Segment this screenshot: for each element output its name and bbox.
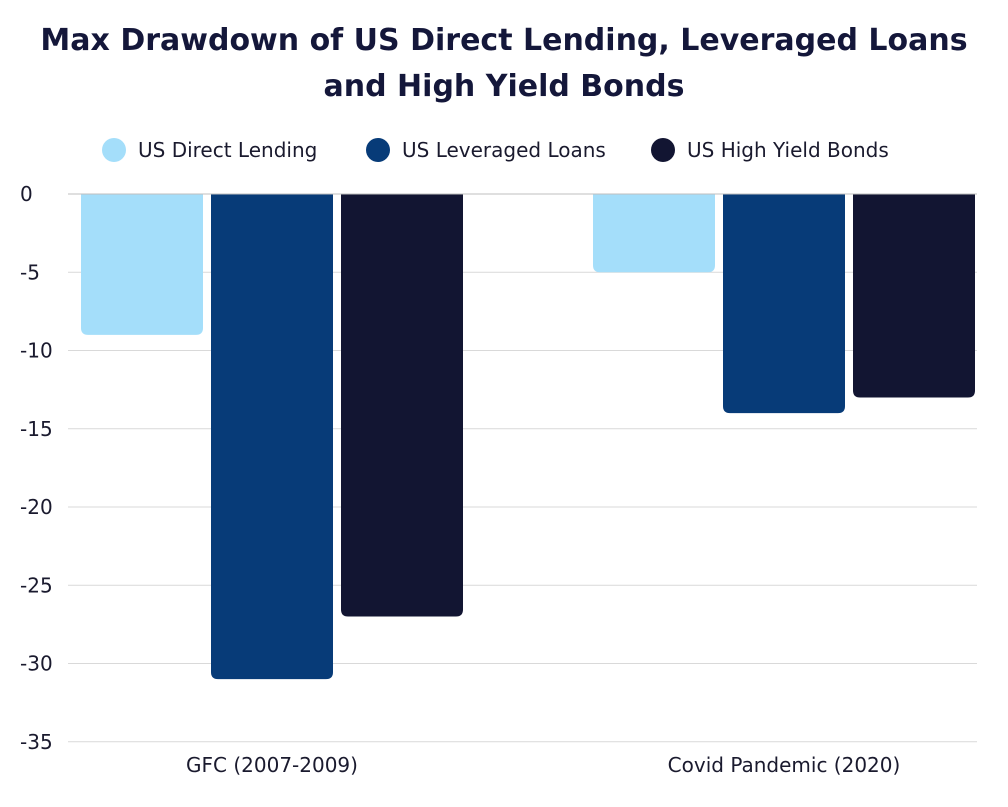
- y-tick-label: -5: [20, 260, 40, 284]
- bar-us-leveraged-loans-gfc: [211, 194, 333, 680]
- legend-swatch-us-direct-lending: [102, 138, 126, 162]
- y-tick-label: 0: [20, 182, 33, 206]
- legend-label-us-leveraged-loans: US Leveraged Loans: [402, 138, 606, 162]
- legend-item-us-high-yield-bonds: US High Yield Bonds: [651, 133, 889, 167]
- bar-us-high-yield-bonds-covid: [853, 194, 975, 398]
- y-tick-label: -30: [20, 652, 53, 676]
- bar-us-leveraged-loans-covid: [723, 194, 845, 414]
- legend-swatch-us-leveraged-loans: [366, 138, 390, 162]
- y-tick-label: -35: [20, 730, 53, 754]
- bar-us-high-yield-bonds-gfc: [341, 194, 463, 617]
- y-tick-label: -15: [20, 417, 53, 441]
- y-tick-label: -20: [20, 495, 53, 519]
- legend-item-us-leveraged-loans: US Leveraged Loans: [366, 133, 606, 167]
- chart-title-line-2: and High Yield Bonds: [323, 69, 685, 104]
- legend-item-us-direct-lending: US Direct Lending: [102, 133, 317, 167]
- bar-us-direct-lending-covid: [593, 194, 715, 273]
- x-category-label: Covid Pandemic (2020): [668, 753, 901, 777]
- bar-us-direct-lending-gfc: [81, 194, 203, 335]
- chart-legend: US Direct Lending US Leveraged Loans US …: [0, 133, 1008, 167]
- y-tick-label: -25: [20, 573, 53, 597]
- legend-swatch-us-high-yield-bonds: [651, 138, 675, 162]
- chart-title: Max Drawdown of US Direct Lending, Lever…: [0, 18, 1008, 110]
- legend-label-us-direct-lending: US Direct Lending: [138, 138, 318, 162]
- x-category-label: GFC (2007-2009): [186, 753, 358, 777]
- y-tick-label: -10: [20, 339, 53, 363]
- legend-label-us-high-yield-bonds: US High Yield Bonds: [687, 138, 889, 162]
- chart-title-line-1: Max Drawdown of US Direct Lending, Lever…: [40, 23, 968, 58]
